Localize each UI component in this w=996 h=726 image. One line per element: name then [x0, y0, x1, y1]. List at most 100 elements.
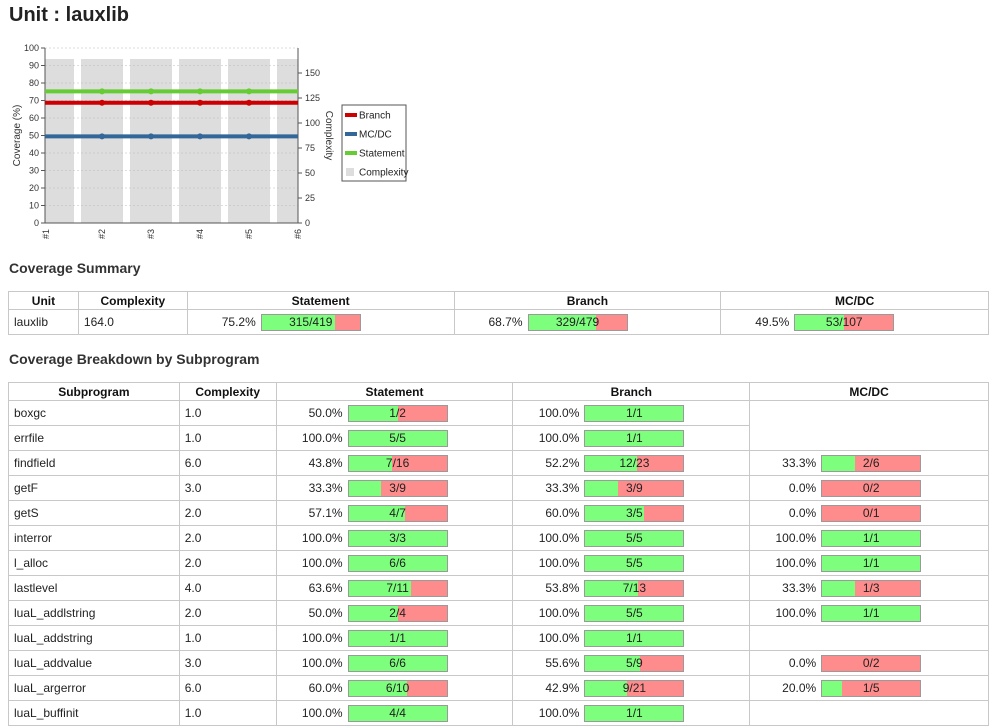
subprogram-statement-cell: 43.8% 7/16 [275, 450, 514, 476]
coverage-bar: 0/2 [821, 479, 922, 497]
coverage-bar: 5/5 [347, 429, 448, 447]
coverage-bar-label: 1/1 [626, 430, 643, 445]
subprogram-name: luaL_argerror [8, 675, 180, 701]
coverage-bar-label: 315/419 [289, 314, 333, 329]
coverage-bar-label: 1/1 [862, 605, 880, 620]
subprogram-branch-cell: 100.0% 5/5 [512, 525, 751, 551]
table-row: findfield 6.0 43.8% 7/16 52.2% 12/23 33.3% 2/6 [8, 450, 989, 476]
coverage-bar-label: 6/6 [389, 555, 406, 570]
coverage-bar-label: 1/2 [389, 405, 406, 420]
coverage-bar-label: 7/13 [622, 580, 647, 595]
breakdown-section-title: Coverage Breakdown by Subprogram [9, 351, 260, 367]
breakdown-header-row: Subprogram Complexity Statement Branch M… [8, 382, 989, 401]
coverage-percent: 20.0% [782, 681, 817, 695]
coverage-percent: 53.8% [545, 581, 580, 595]
complexity-bar [45, 59, 74, 223]
coverage-percent: 33.3% [782, 456, 817, 470]
coverage-percent: 68.7% [488, 315, 523, 329]
coverage-percent: 100.0% [538, 531, 580, 545]
coverage-bar: 5/5 [584, 529, 685, 547]
subprogram-complexity: 2.0 [178, 550, 277, 576]
coverage-percent: 50.0% [308, 406, 343, 420]
summary-complexity: 164.0 [77, 309, 188, 335]
coverage-bar: 7/16 [347, 454, 448, 472]
coverage-percent: 60.0% [308, 681, 343, 695]
coverage-percent: 100.0% [538, 706, 580, 720]
coverage-bar-label: 1/1 [626, 630, 643, 645]
subprogram-name: luaL_addlstring [8, 600, 180, 626]
coverage-bar-fill [822, 555, 921, 571]
subprogram-statement-cell: 33.3% 3/9 [275, 475, 514, 501]
coverage-bar: 7/13 [584, 579, 685, 597]
table-row: getS 2.0 57.1% 4/7 60.0% 3/5 0.0% 0/1 [8, 500, 989, 526]
coverage-bar-label: 7/11 [386, 580, 409, 595]
series-point [197, 133, 203, 140]
subprogram-statement-cell: 100.0% 3/3 [275, 525, 514, 551]
coverage-bar-fill [585, 630, 684, 646]
coverage-bar-fill [348, 580, 411, 596]
coverage-percent: 100.0% [775, 531, 817, 545]
subprogram-complexity: 4.0 [178, 575, 277, 601]
coverage-percent: 50.0% [308, 606, 343, 620]
subprogram-name: l_alloc [8, 550, 180, 576]
coverage-bar-label: 1/1 [862, 555, 880, 570]
coverage-bar-fill [585, 455, 637, 471]
coverage-bar: 315/419 [260, 313, 361, 331]
subprogram-name: interror [8, 525, 180, 551]
subprogram-branch-cell: 100.0% 5/5 [512, 600, 751, 626]
coverage-trend-chart: 0 10 20 30 40 50 60 70 80 90 100 0 25 50 75 100 125 150 #1… [12, 43, 408, 239]
series-point [148, 99, 154, 106]
subprogram-name: findfield [8, 450, 180, 476]
subprogram-statement-cell: 100.0% 6/6 [275, 550, 514, 576]
coverage-percent: 100.0% [301, 656, 343, 670]
coverage-bar-fill [528, 314, 596, 330]
coverage-bar-label: 2/4 [389, 605, 406, 620]
y-tick-label: 10 [29, 201, 39, 211]
subprogram-statement-cell: 63.6% 7/11 [275, 575, 514, 601]
coverage-bar: 2/6 [821, 454, 922, 472]
coverage-bar: 3/9 [584, 479, 685, 497]
table-row: l_alloc 2.0 100.0% 6/6 100.0% 5/5 100.0% 1/1 [8, 550, 989, 576]
coverage-bar: 1/1 [347, 629, 448, 647]
subprogram-branch-cell: 100.0% 1/1 [512, 700, 751, 726]
subprogram-statement-cell: 100.0% 5/5 [275, 425, 514, 451]
y2-tick-label: 50 [305, 168, 315, 178]
y-tick-label: 30 [29, 166, 39, 176]
y2-tick-label: 150 [305, 68, 320, 78]
subprogram-mcdc-cell [749, 625, 989, 651]
subprogram-complexity: 6.0 [178, 450, 277, 476]
coverage-bar-fill [585, 655, 640, 671]
header-complexity: Complexity [178, 382, 277, 401]
subprogram-statement-cell: 100.0% 4/4 [275, 700, 514, 726]
x-tick-label: #2 [97, 229, 107, 239]
coverage-bar-label: 6/10 [385, 680, 410, 695]
coverage-bar-fill [822, 605, 921, 621]
x-tick-label: #6 [293, 229, 303, 239]
subprogram-name: errfile [8, 425, 180, 451]
series-point [246, 99, 252, 106]
subprogram-mcdc-cell [749, 700, 989, 726]
series-point [99, 88, 105, 95]
coverage-bar-fill [585, 430, 684, 446]
coverage-bar: 6/6 [347, 654, 448, 672]
series-point [99, 99, 105, 106]
coverage-bar-label: 3/3 [389, 530, 406, 545]
summary-mcdc-cell: 49.5% 53/107 [720, 309, 989, 335]
coverage-percent: 0.0% [788, 506, 817, 520]
coverage-bar-fill [348, 655, 447, 671]
header-unit: Unit [8, 291, 79, 310]
subprogram-mcdc-cell: 0.0% 0/2 [749, 475, 989, 501]
coverage-percent: 100.0% [538, 606, 580, 620]
coverage-bar: 1/1 [584, 629, 685, 647]
coverage-bar: 1/1 [821, 554, 922, 572]
subprogram-mcdc-cell: 33.3% 1/3 [749, 575, 989, 601]
legend-label: Statement [359, 149, 405, 160]
coverage-bar-label: 5/5 [626, 555, 643, 570]
coverage-bar-label: 6/6 [389, 655, 406, 670]
table-row: luaL_buffinit 1.0 100.0% 4/4 100.0% 1/1 [8, 700, 989, 726]
y-tick-label: 0 [34, 218, 39, 228]
subprogram-mcdc-cell: 0.0% 0/2 [749, 650, 989, 676]
header-branch: Branch [512, 382, 751, 401]
coverage-bar-label: 1/1 [626, 705, 643, 720]
coverage-bar: 3/9 [347, 479, 448, 497]
